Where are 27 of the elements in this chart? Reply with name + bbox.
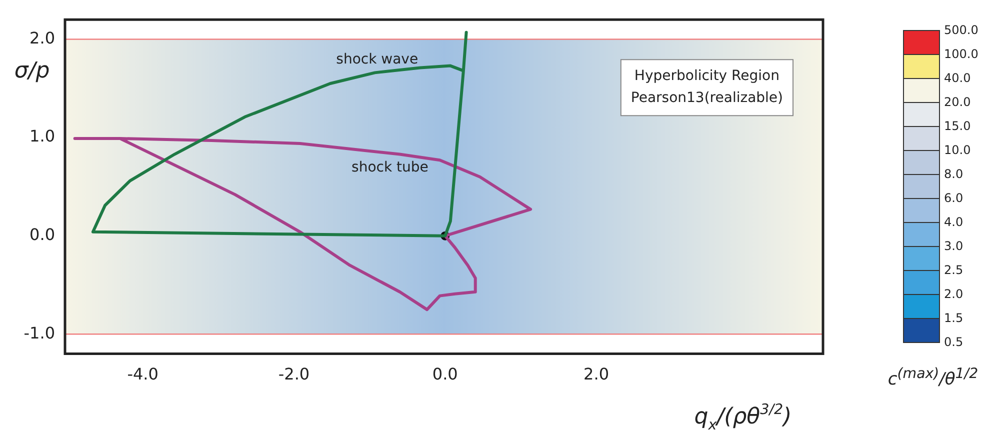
text: 4.0 — [944, 215, 964, 229]
text: 1.5 — [944, 311, 964, 325]
y-axis-title: σ/p — [14, 58, 50, 84]
y-tick-label: 1.0 — [30, 126, 55, 146]
y-tick-label: 2.0 — [30, 28, 55, 48]
x-tick-label: -2.0 — [278, 364, 310, 384]
text: 2.5 — [944, 263, 964, 277]
text: 6.0 — [944, 191, 964, 205]
text: 10.0 — [944, 143, 971, 157]
x-tick-label: -4.0 — [127, 364, 158, 384]
annotation: shock wave — [336, 52, 418, 68]
x-tick-label: 0.0 — [432, 364, 458, 384]
text: 20.0 — [944, 95, 971, 109]
text: 2.0 — [944, 287, 964, 301]
annotation: Hyperbolicity Region Pearson13(realizable) — [630, 68, 784, 106]
text: 8.0 — [944, 167, 964, 181]
text: 0.5 — [944, 335, 964, 349]
annotation: shock tube — [352, 160, 428, 176]
text: 100.0 — [944, 47, 978, 61]
x-tick-label: 2.0 — [584, 364, 610, 384]
text: 3.0 — [944, 239, 964, 253]
color-bar-title: c$^{(max)}$/θ$^{1/2}$ — [888, 366, 978, 390]
y-tick-label: 0.0 — [30, 225, 55, 244]
text: 40.0 — [944, 71, 971, 85]
text: 500.0 — [944, 23, 978, 37]
text: 15.0 — [944, 119, 971, 133]
y-tick-label: -1.0 — [24, 323, 55, 342]
